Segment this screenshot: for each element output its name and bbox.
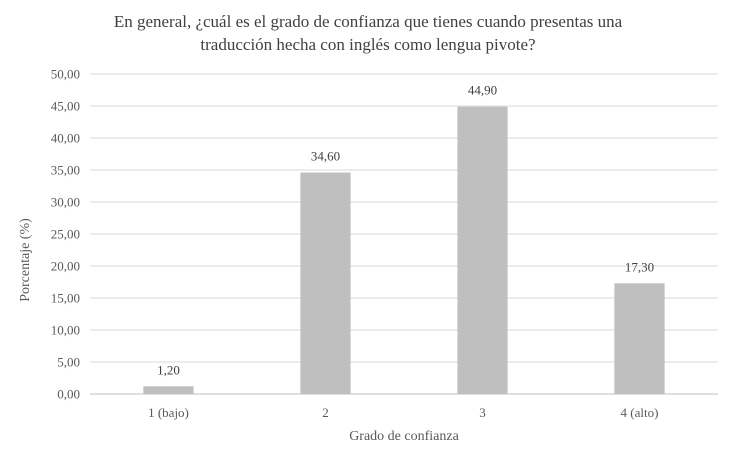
bar xyxy=(300,172,351,394)
chart-title-line-2: traducción hecha con inglés como lengua … xyxy=(200,35,535,54)
x-axis-tick-labels: 1 (bajo) 2 3 4 (alto) xyxy=(148,405,658,420)
x-tick-label: 2 xyxy=(322,405,329,420)
data-label: 34,60 xyxy=(311,149,340,164)
y-tick-label: 40,00 xyxy=(51,131,80,146)
y-axis-title: Porcentaje (%) xyxy=(18,218,33,302)
data-labels: 1,20 34,60 44,90 17,30 xyxy=(157,83,654,378)
gridlines xyxy=(90,73,718,395)
y-tick-label: 25,00 xyxy=(51,227,80,242)
x-tick-label: 4 (alto) xyxy=(621,405,659,420)
y-tick-label: 45,00 xyxy=(51,99,80,114)
y-tick-label: 15,00 xyxy=(51,291,80,306)
bars xyxy=(143,106,665,394)
x-axis-title: Grado de confianza xyxy=(349,429,459,444)
y-tick-label: 0,00 xyxy=(57,387,80,402)
bar xyxy=(457,106,508,394)
y-axis-tick-labels: 0,00 5,00 10,00 15,00 20,00 25,00 30,00 35,00 40… xyxy=(51,67,80,402)
y-tick-label: 50,00 xyxy=(51,67,80,82)
data-label: 44,90 xyxy=(468,83,497,98)
bar xyxy=(143,386,194,394)
y-tick-label: 5,00 xyxy=(57,355,80,370)
y-tick-label: 35,00 xyxy=(51,163,80,178)
bar xyxy=(614,283,665,394)
x-tick-label: 3 xyxy=(479,405,486,420)
y-tick-label: 30,00 xyxy=(51,195,80,210)
y-tick-label: 20,00 xyxy=(51,259,80,274)
x-tick-label: 1 (bajo) xyxy=(148,405,189,420)
data-label: 17,30 xyxy=(625,259,654,274)
y-tick-label: 10,00 xyxy=(51,323,80,338)
data-label: 1,20 xyxy=(157,362,180,377)
chart-title-line-1: En general, ¿cuál es el grado de confian… xyxy=(114,12,623,31)
